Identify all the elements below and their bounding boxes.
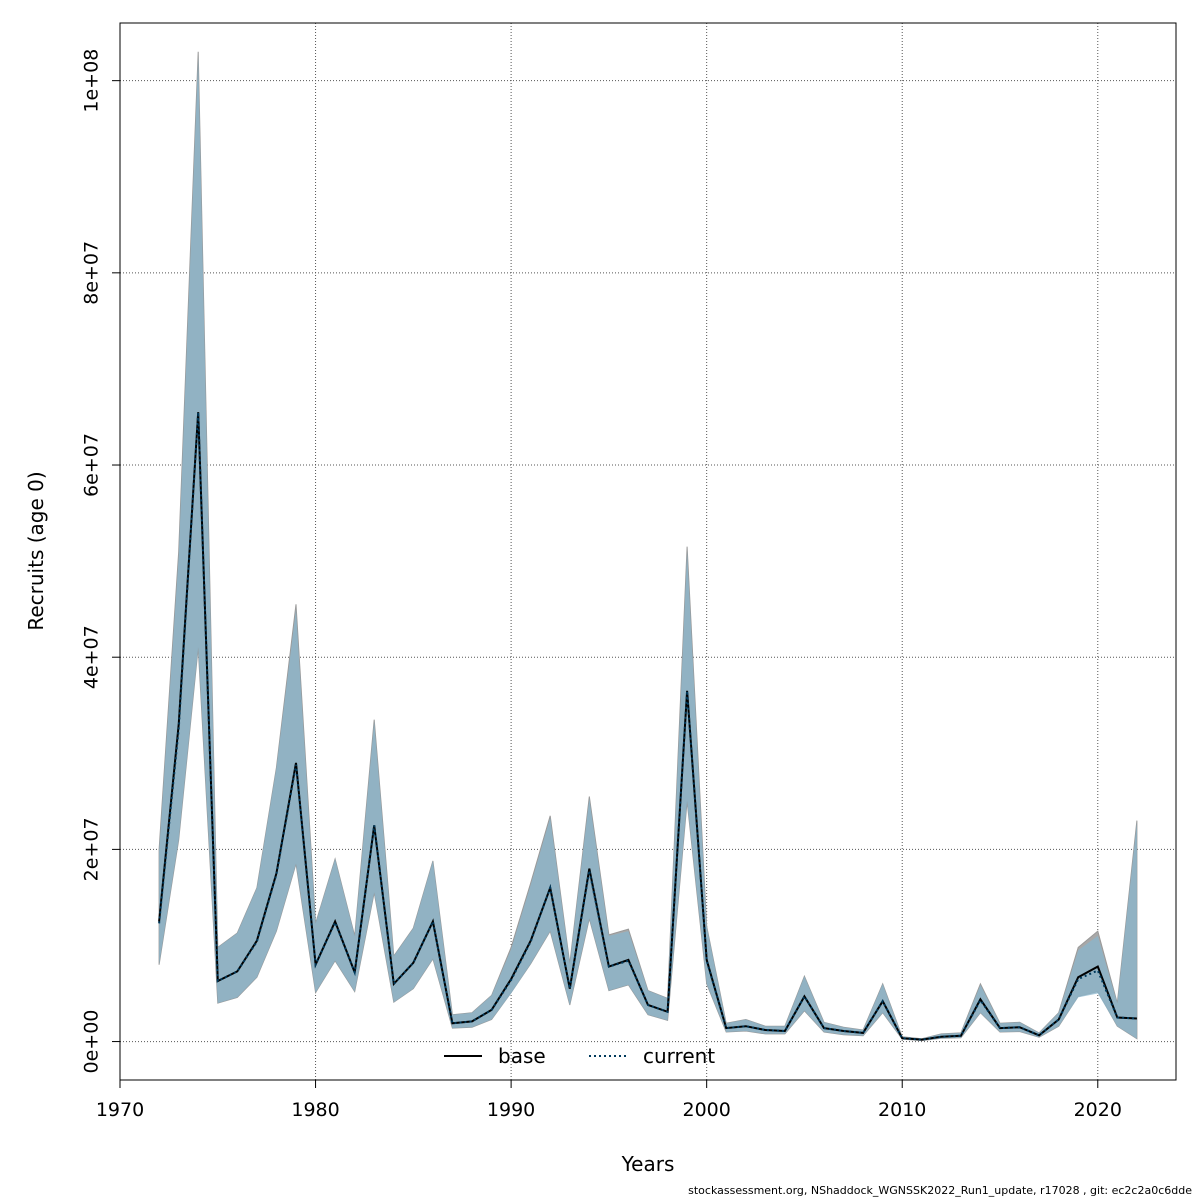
- y-tick-label: 4e+07: [81, 625, 103, 689]
- y-tick-label: 0e+00: [81, 1010, 103, 1074]
- x-tick-label: 1990: [487, 1099, 535, 1121]
- legend-current-label: current: [643, 1044, 715, 1068]
- footer-source: stockassessment.org, NShaddock_WGNSSK202…: [688, 1184, 1192, 1197]
- y-tick-label: 1e+08: [81, 49, 103, 113]
- plot-frame: [119, 22, 1177, 1081]
- legend-base-label: base: [498, 1044, 546, 1068]
- y-tick-label: 2e+07: [81, 817, 103, 881]
- x-tick-label: 2000: [682, 1099, 730, 1121]
- y-tick-label: 6e+07: [81, 433, 103, 497]
- y-axis-title: Recruits (age 0): [24, 471, 48, 630]
- x-tick-label: 1970: [96, 1099, 144, 1121]
- legend: base current: [444, 1044, 715, 1068]
- x-tick-label: 1980: [291, 1099, 339, 1121]
- grid-lines: [119, 23, 1176, 1080]
- y-tick-label: 8e+07: [81, 241, 103, 305]
- x-tick-label: 2010: [878, 1099, 926, 1121]
- series-line-current: [158, 412, 1137, 1041]
- confidence-bands: [158, 51, 1138, 1042]
- series-lines: [158, 412, 1137, 1041]
- x-tick-label: 2020: [1074, 1099, 1122, 1121]
- axes: 1970 1980 1990 2000 2010 2020 0e+00 2e+07 4e+07 6…: [81, 49, 1122, 1121]
- confidence-band-current: [159, 56, 1137, 1041]
- x-axis-title: Years: [621, 1152, 675, 1176]
- series-line-base: [158, 412, 1137, 1041]
